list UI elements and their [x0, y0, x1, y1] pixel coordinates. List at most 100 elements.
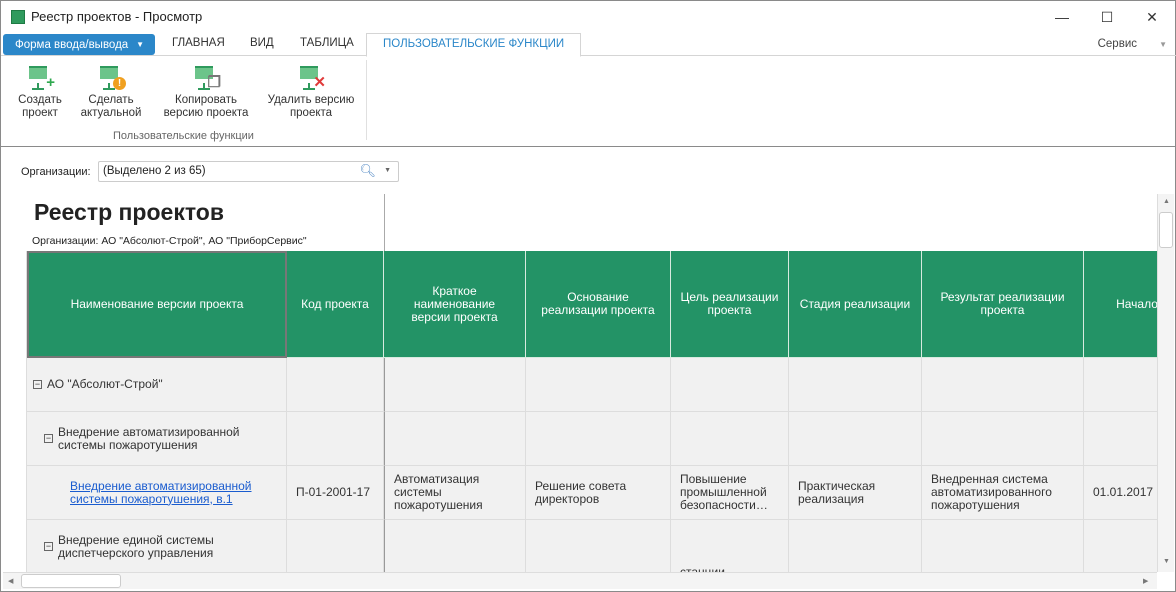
column-header: Код проекта — [287, 251, 384, 358]
table-cell — [384, 520, 526, 572]
minimize-button[interactable]: — — [1055, 9, 1069, 25]
close-button[interactable]: ✕ — [1146, 8, 1158, 25]
file-menu-button[interactable]: Форма ввода/вывода ▼ — [3, 34, 155, 55]
group-row: − АО "Абсолют-Строй" — [27, 358, 287, 412]
delete-version-icon: ✕ — [296, 64, 326, 90]
table-cell: П-01-2001-17 — [287, 466, 384, 520]
row-gutter — [1, 251, 27, 572]
scroll-left-icon[interactable]: ◀ — [8, 578, 14, 585]
table-cell — [384, 358, 526, 412]
cell-text: Автоматизация системы пожаротушения — [394, 472, 483, 512]
group-label: Внедрение единой системы диспетчерского … — [58, 532, 214, 560]
window-title: Реестр проектов - Просмотр — [31, 9, 203, 24]
tab-table[interactable]: ТАБЛИЦА — [300, 37, 354, 49]
table-cell — [1084, 520, 1157, 572]
table-cell: Практическая реализация — [789, 466, 922, 520]
table-cell — [1084, 358, 1157, 412]
delete-version-button[interactable]: ✕ Удалить версию проекта — [265, 64, 357, 120]
column-header: Стадия реализации — [789, 251, 922, 358]
table-cell — [789, 520, 922, 572]
create-project-icon: + — [25, 64, 55, 90]
make-current-button[interactable]: ! Сделать актуальной — [77, 64, 145, 120]
freeze-divider — [384, 194, 385, 251]
cell-text: 01.01.2017 — [1093, 485, 1154, 499]
create-project-button[interactable]: + Создать проект — [15, 64, 65, 120]
table-cell — [287, 520, 384, 572]
scroll-right-icon[interactable]: ▶ — [1143, 578, 1149, 585]
file-menu-label: Форма ввода/вывода — [15, 38, 129, 51]
column-header: Начало р — [1084, 251, 1157, 358]
button-label: Создать — [18, 94, 62, 106]
horizontal-scrollbar[interactable]: ◀ ▶ — [3, 572, 1157, 589]
table-cell — [671, 412, 789, 466]
search-icon[interactable]: 🔍︎ — [359, 163, 376, 178]
table-cell: 01.01.2017 — [1084, 466, 1157, 520]
table-cell — [526, 412, 671, 466]
cell-text: Практическая реализация — [798, 478, 876, 506]
organizations-value: (Выделено 2 из 65) — [103, 165, 206, 177]
cell-text: Повышение промышленной безопасности… — [680, 472, 768, 512]
button-label: Удалить версию — [267, 94, 355, 106]
row-name-cell: Внедрение автоматизированной системы пож… — [27, 466, 287, 520]
table-cell: Повышение промышленной безопасности… — [671, 466, 789, 520]
table-cell: Автоматизация системы пожаротушения — [384, 466, 526, 520]
chevron-down-icon[interactable]: ▼ — [1159, 40, 1167, 49]
button-label: Копировать — [175, 94, 237, 106]
cell-text: станции — [680, 565, 725, 573]
title-bar: Реестр проектов - Просмотр — ☐ ✕ — [1, 1, 1176, 33]
report-title: Реестр проектов — [34, 199, 224, 225]
ribbon-tabs: Форма ввода/вывода ▼ ГЛАВНАЯ ВИД ТАБЛИЦА … — [1, 33, 1176, 57]
button-label: Сделать — [88, 94, 134, 106]
table-cell — [922, 358, 1084, 412]
organizations-label: Организации: — [21, 166, 91, 178]
button-label: проекта — [289, 107, 333, 119]
project-version-link[interactable]: Внедрение автоматизированной системы пож… — [70, 478, 252, 506]
group-divider — [366, 60, 367, 140]
table-cell: Решение совета директоров — [526, 466, 671, 520]
table-cell — [287, 358, 384, 412]
horizontal-scroll-thumb[interactable] — [21, 574, 121, 588]
table-cell — [671, 358, 789, 412]
chevron-down-icon[interactable]: ▼ — [384, 167, 391, 174]
make-current-icon: ! — [96, 64, 126, 90]
tab-view[interactable]: ВИД — [250, 37, 274, 49]
organizations-select[interactable]: (Выделено 2 из 65) 🔍︎ ▼ — [98, 161, 399, 182]
group-label: АО "Абсолют-Строй" — [47, 377, 163, 391]
cell-text: П-01-2001-17 — [296, 485, 371, 499]
column-header: Цель реализации проекта — [671, 251, 789, 358]
copy-version-button[interactable]: ❐ Копировать версию проекта — [159, 64, 253, 120]
scroll-up-icon[interactable]: ▲ — [1163, 198, 1170, 205]
vertical-scroll-thumb[interactable] — [1159, 212, 1173, 248]
collapse-icon[interactable]: − — [44, 433, 53, 443]
table-cell — [922, 520, 1084, 572]
table-cell — [526, 358, 671, 412]
service-menu[interactable]: Сервис — [1097, 38, 1137, 50]
tab-home[interactable]: ГЛАВНАЯ — [172, 37, 225, 49]
group-row: − Внедрение автоматизированной системы по… — [27, 412, 287, 466]
collapse-icon[interactable]: − — [44, 541, 53, 551]
collapse-icon[interactable]: − — [33, 379, 42, 389]
button-label: проект — [22, 107, 58, 119]
table-cell — [287, 412, 384, 466]
vertical-scrollbar[interactable]: ▲ ▼ — [1157, 194, 1174, 572]
copy-version-icon: ❐ — [191, 64, 221, 90]
button-label: актуальной — [80, 107, 142, 119]
button-label: версию проекта — [163, 107, 249, 119]
column-header: Основание реализации проекта — [526, 251, 671, 358]
ribbon-panel: + Создать проект ! Сделать актуальной ❐ Ко… — [1, 56, 1176, 147]
maximize-button[interactable]: ☐ — [1100, 8, 1114, 25]
table-cell — [922, 412, 1084, 466]
table-cell — [526, 520, 671, 572]
table-cell — [789, 358, 922, 412]
ribbon-group-label: Пользовательские функции — [113, 130, 254, 142]
tab-user-functions[interactable]: ПОЛЬЗОВАТЕЛЬСКИЕ ФУНКЦИИ — [366, 33, 582, 57]
table-cell: Внедренная система автоматизированного п… — [922, 466, 1084, 520]
scroll-down-icon[interactable]: ▼ — [1163, 558, 1170, 565]
app-icon — [11, 10, 25, 24]
chevron-down-icon: ▼ — [136, 40, 145, 49]
table-cell: станции — [671, 520, 789, 572]
column-header: Результат реализации проекта — [922, 251, 1084, 358]
column-header: Краткое наименование версии проекта — [384, 251, 526, 358]
column-header: Наименование версии проекта — [27, 251, 287, 358]
